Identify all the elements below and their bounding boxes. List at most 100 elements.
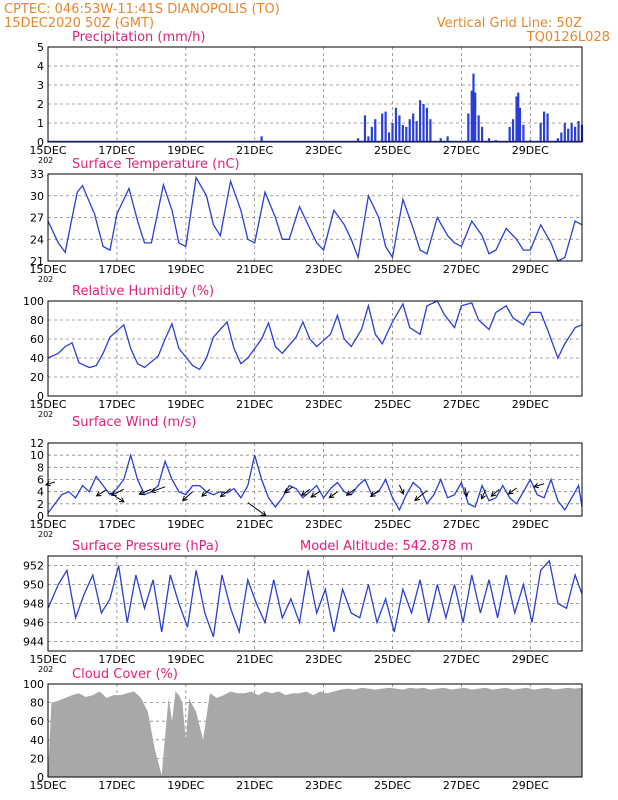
pressure-xtick: 17DEC: [98, 653, 135, 666]
wind-arrow: [111, 488, 125, 496]
precip-bar: [522, 124, 525, 142]
pressure-xtick: 23DEC: [305, 653, 342, 666]
precip-bar: [574, 126, 577, 142]
precip-ytick: 5: [37, 41, 44, 54]
precip-bar: [560, 132, 563, 142]
precip-bar: [539, 123, 542, 142]
rh-ytick: 0: [37, 390, 44, 403]
wind-arrow: [533, 483, 545, 488]
wind-arrow-head: [490, 491, 497, 497]
wind-line: [47, 452, 583, 514]
pressure-year-stub: 202: [38, 665, 53, 674]
temp-ytick: 21: [30, 255, 44, 268]
rh-title: Relative Humidity (%): [72, 284, 214, 299]
wind-ytick: 4: [37, 486, 44, 499]
precip-bar: [401, 124, 404, 142]
wind-arrow-head: [310, 492, 317, 498]
precip-xtick: 17DEC: [98, 144, 135, 157]
rh-xtick: 21DEC: [236, 398, 273, 411]
wind-arrow-head: [283, 488, 290, 494]
temp-xtick: 21DEC: [236, 263, 273, 276]
precip-xtick: 15DEC: [29, 144, 66, 157]
cloud-ytick: 40: [30, 734, 44, 747]
pressure-line: [47, 559, 583, 638]
pressure-xtick: 15DEC: [29, 653, 66, 666]
wind-xtick: 23DEC: [305, 518, 342, 531]
wind-arrow: [398, 484, 404, 495]
precip-bar: [567, 128, 570, 142]
precip-bar: [515, 96, 518, 142]
precip-bar: [370, 126, 373, 142]
wind-arrow: [310, 490, 321, 498]
wind-xtick: 25DEC: [374, 518, 411, 531]
rh-ytick: 20: [30, 371, 44, 384]
precip-bar: [556, 138, 559, 142]
rh-xtick: 19DEC: [167, 398, 204, 411]
wind-arrow: [414, 490, 428, 501]
wind-xtick: 21DEC: [236, 518, 273, 531]
temp-ytick: 30: [30, 190, 44, 203]
wind-arrow-head: [414, 495, 420, 502]
pressure-ytick: 950: [23, 579, 44, 592]
wind-arrow-head: [369, 491, 376, 498]
precip-ytick: 4: [37, 60, 44, 73]
wind-arrow: [284, 486, 293, 494]
temp-xtick: 17DEC: [98, 263, 135, 276]
cloud-xtick: 29DEC: [512, 779, 549, 792]
rh-ytick: 60: [30, 333, 44, 346]
cloud-xtick: 23DEC: [305, 779, 342, 792]
temp-xtick: 23DEC: [305, 263, 342, 276]
precip-bar: [439, 138, 442, 142]
precip-bar: [517, 92, 520, 142]
temp-ytick: 33: [30, 168, 44, 181]
temp-xtick: 29DEC: [512, 263, 549, 276]
wind-arrow: [201, 488, 211, 497]
precip-bar: [398, 115, 401, 142]
wind-xtick: 15DEC: [29, 518, 66, 531]
pressure-ytick: 944: [23, 636, 44, 649]
precip-bar: [405, 126, 408, 142]
cloud-title: Cloud Cover (%): [72, 667, 178, 682]
wind-arrow: [481, 489, 486, 500]
temp-frame: [47, 173, 583, 262]
rh-xtick: 27DEC: [443, 398, 480, 411]
precip-bar: [477, 115, 480, 142]
wind-arrow-head: [399, 488, 405, 495]
wind-arrow: [329, 491, 338, 499]
model-altitude: Model Altitude: 542.878 m: [300, 539, 473, 554]
pressure-xtick: 21DEC: [236, 653, 273, 666]
pressure-title: Surface Pressure (hPa): [72, 539, 219, 554]
rh-ytick: 80: [30, 314, 44, 327]
precip-bar: [363, 115, 367, 142]
wind-arrow-head: [138, 490, 145, 496]
precip-bar: [374, 119, 377, 142]
wind-title: Surface Wind (m/s): [72, 415, 196, 430]
precip-bar: [467, 113, 470, 142]
precip-xtick: 21DEC: [236, 144, 273, 157]
precip-bar: [408, 119, 411, 142]
pressure-xtick: 27DEC: [443, 653, 480, 666]
rh-ytick: 40: [30, 352, 44, 365]
precip-panel: Precipitation (mm/h) 0 1 2 3 4 5 15DEC 17DEC 19DE…: [29, 30, 584, 165]
precip-ytick: 3: [37, 79, 44, 92]
wind-arrow-head: [507, 489, 514, 495]
precip-year-stub: 202: [38, 156, 53, 165]
wind-ytick: 6: [37, 474, 44, 487]
pressure-xtick: 29DEC: [512, 653, 549, 666]
precip-xtick: 19DEC: [167, 144, 204, 157]
wind-arrow-head: [219, 491, 226, 498]
cloud-frame: [47, 683, 583, 778]
precip-bar: [418, 100, 422, 142]
cloud-xtick: 15DEC: [29, 779, 66, 792]
rh-line: [47, 300, 583, 371]
rh-ytick: 100: [23, 295, 44, 308]
temp-ytick: 27: [30, 212, 44, 225]
precip-bar: [518, 107, 522, 142]
wind-arrow: [182, 491, 194, 502]
rh-xtick: 25DEC: [374, 398, 411, 411]
cloud-xtick: 21DEC: [236, 779, 273, 792]
wind-arrow: [301, 488, 311, 496]
precip-bar: [412, 113, 415, 142]
cloud-ytick: 60: [30, 715, 44, 728]
